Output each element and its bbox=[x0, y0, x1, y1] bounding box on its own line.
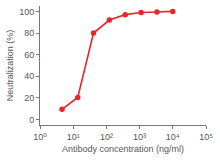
svg-text:10⁴: 10⁴ bbox=[166, 132, 180, 142]
svg-text:20: 20 bbox=[24, 93, 34, 103]
svg-text:10³: 10³ bbox=[133, 132, 146, 142]
svg-text:10⁰: 10⁰ bbox=[33, 132, 47, 142]
svg-text:10²: 10² bbox=[100, 132, 113, 142]
svg-text:80: 80 bbox=[24, 28, 34, 38]
svg-text:100: 100 bbox=[19, 7, 34, 17]
svg-text:10¹: 10¹ bbox=[67, 132, 80, 142]
svg-text:60: 60 bbox=[24, 50, 34, 60]
svg-text:Antibody concentration (ng/ml): Antibody concentration (ng/ml) bbox=[62, 144, 184, 154]
svg-text:0: 0 bbox=[29, 115, 34, 125]
svg-text:40: 40 bbox=[24, 71, 34, 81]
svg-text:Neutralization (%): Neutralization (%) bbox=[5, 30, 15, 102]
svg-text:10⁵: 10⁵ bbox=[199, 132, 213, 142]
